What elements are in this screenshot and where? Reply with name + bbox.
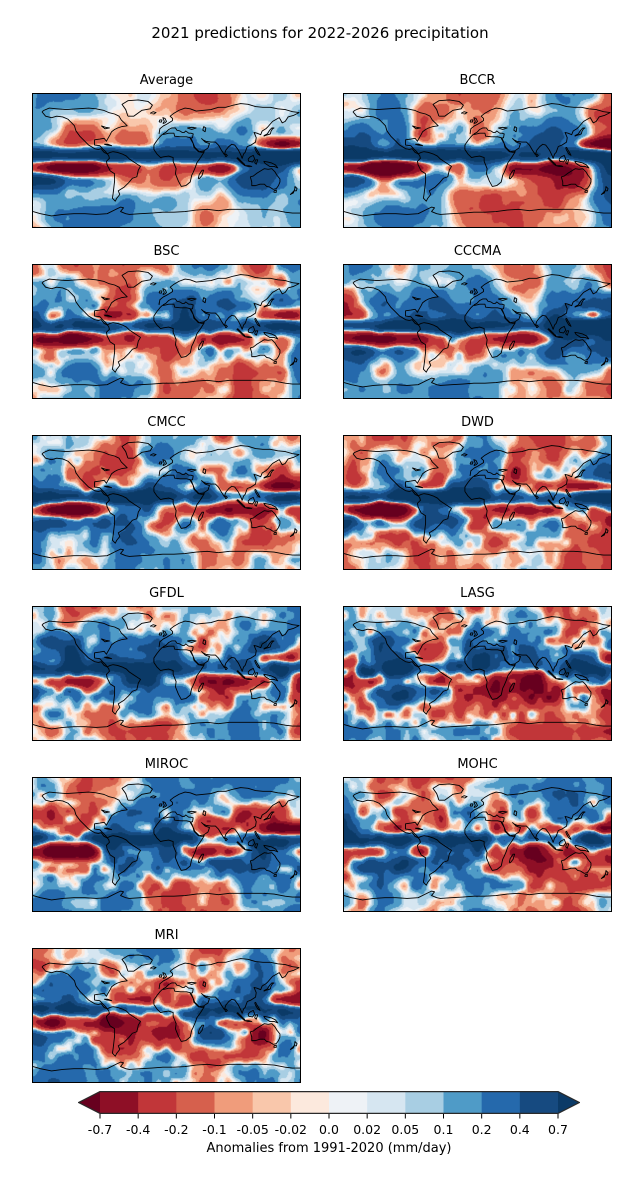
map-axes: [343, 435, 612, 570]
map-panel-lasg: LASG: [343, 586, 612, 741]
colorbar: [78, 1091, 580, 1119]
colorbar-tick-label: 0.2: [471, 1122, 492, 1137]
coastlines-overlay: [344, 441, 611, 559]
colorbar-tick-label: -0.05: [236, 1122, 269, 1137]
coastlines-overlay: [33, 441, 300, 559]
colorbar-segment: [481, 1091, 521, 1114]
map-panel-miroc: MIROC: [32, 757, 301, 912]
map-panel-bccr: BCCR: [343, 73, 612, 228]
map-panel-dwd: DWD: [343, 415, 612, 570]
colorbar-tick-label: 0.1: [433, 1122, 454, 1137]
coastline-path: [33, 954, 300, 1072]
colorbar-tick-label: -0.7: [87, 1122, 113, 1137]
map-panel-average: Average: [32, 73, 301, 228]
map-axes: [343, 93, 612, 228]
colorbar-tick-label: 0.02: [353, 1122, 382, 1137]
coastline-path: [33, 783, 300, 901]
coastlines-overlay: [344, 99, 611, 217]
colorbar-segment: [519, 1091, 559, 1114]
colorbar-tick-label: 0.0: [319, 1122, 339, 1137]
panel-title: BCCR: [459, 73, 496, 88]
coastlines-overlay: [33, 954, 300, 1072]
panel-title: GFDL: [149, 586, 184, 601]
colorbar-segment: [443, 1091, 483, 1114]
panel-title: CMCC: [147, 415, 186, 430]
colorbar-segment: [100, 1091, 139, 1114]
panel-title: MIROC: [144, 757, 189, 772]
panel-title: BSC: [153, 244, 180, 259]
colorbar-segment: [367, 1091, 406, 1114]
colorbar-tick-label: -0.02: [274, 1122, 307, 1137]
coastlines-overlay: [33, 99, 300, 217]
colorbar-segment: [252, 1091, 292, 1114]
map-axes: [32, 264, 301, 399]
panel-title: MOHC: [457, 757, 498, 772]
coastlines-overlay: [344, 783, 611, 901]
colorbar-segment: [138, 1091, 177, 1114]
panel-title: LASG: [460, 586, 495, 601]
colorbar-tick-label: 0.7: [548, 1122, 568, 1137]
coastlines-overlay: [33, 783, 300, 901]
colorbar-over-arrow: [558, 1091, 580, 1114]
map-axes: [343, 264, 612, 399]
map-axes: [343, 777, 612, 912]
map-axes: [343, 606, 612, 741]
map-axes: [32, 435, 301, 570]
colorbar-tick-label: -0.2: [164, 1122, 189, 1137]
map-axes: [32, 606, 301, 741]
coastline-path: [33, 441, 300, 559]
coastline-path: [344, 270, 611, 388]
colorbar-label: Anomalies from 1991-2020 (mm/day): [206, 1141, 452, 1156]
map-axes: [32, 948, 301, 1083]
map-axes: [32, 777, 301, 912]
coastline-path: [344, 783, 611, 901]
colorbar-tick-label: 0.05: [391, 1122, 420, 1137]
coastline-path: [33, 270, 300, 388]
colorbar-segment: [290, 1091, 330, 1114]
colorbar-segment: [214, 1091, 254, 1114]
colorbar-under-arrow: [78, 1091, 100, 1114]
panel-title: MRI: [154, 928, 179, 943]
coastline-path: [33, 99, 300, 217]
coastlines-overlay: [33, 612, 300, 730]
coastlines-overlay: [33, 270, 300, 388]
colorbar-tick-label: -0.1: [202, 1122, 227, 1137]
map-panel-gfdl: GFDL: [32, 586, 301, 741]
map-axes: [32, 93, 301, 228]
colorbar-tick-label: 0.4: [509, 1122, 530, 1137]
map-panel-bsc: BSC: [32, 244, 301, 399]
map-panel-mohc: MOHC: [343, 757, 612, 912]
map-panel-cmcc: CMCC: [32, 415, 301, 570]
coastlines-overlay: [344, 270, 611, 388]
panel-title: CCCMA: [453, 244, 502, 259]
coastline-path: [344, 441, 611, 559]
colorbar-outline: [78, 1091, 580, 1114]
map-panel-mri: MRI: [32, 928, 301, 1083]
panel-title: DWD: [461, 415, 494, 430]
map-panel-cccma: CCCMA: [343, 244, 612, 399]
colorbar-segment: [405, 1091, 444, 1114]
coastline-path: [344, 612, 611, 730]
coastlines-overlay: [344, 612, 611, 730]
figure-title: 2021 predictions for 2022-2026 precipita…: [151, 24, 489, 42]
panel-title: Average: [139, 73, 194, 88]
coastline-path: [344, 99, 611, 217]
colorbar-segment: [176, 1091, 215, 1114]
colorbar-tick-label: -0.4: [125, 1122, 151, 1137]
coastline-path: [33, 612, 300, 730]
colorbar-segment: [329, 1091, 368, 1114]
